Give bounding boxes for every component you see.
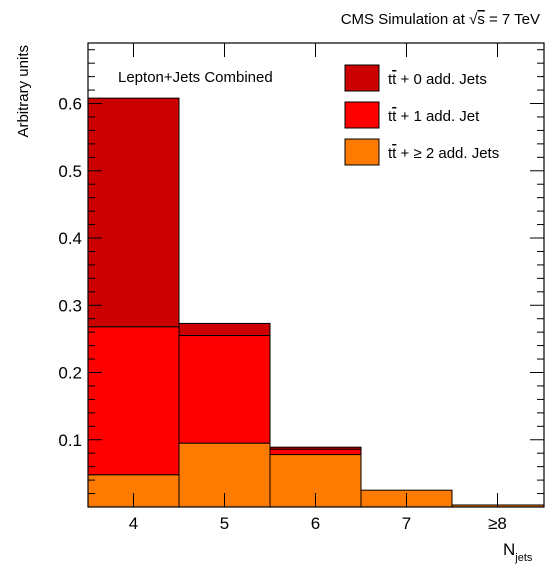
sqrt-argument: s: [477, 11, 485, 28]
y-tick-label: 0.5: [58, 162, 82, 181]
stacked-bars: [87, 97, 545, 508]
x-tick-label: ≥8: [488, 514, 507, 533]
legend-swatch: [344, 138, 380, 166]
legend-swatch: [344, 64, 380, 92]
bar-series2-bin1: [178, 322, 271, 337]
inset-label: Lepton+Jets Combined: [118, 69, 273, 86]
x-tick-label: 7: [402, 514, 411, 533]
y-tick-label: 0.1: [58, 431, 82, 450]
x-axis: 4 5 6 7 ≥8: [129, 43, 507, 533]
bar-series2-bin0: [87, 97, 180, 328]
bar-series2-bin2: [269, 446, 362, 450]
chart-header: CMS Simulation at √s = 7 TeV: [341, 11, 540, 28]
x-tick-label: 6: [311, 514, 320, 533]
legend-swatch: [344, 101, 380, 129]
y-axis-title: Arbitrary units: [15, 45, 32, 138]
y-tick-label: 0.6: [58, 95, 82, 114]
bar-series1-bin1: [178, 335, 271, 444]
legend-label: tt + ≥ 2 add. Jets: [388, 145, 499, 162]
y-tick-label: 0.4: [58, 229, 82, 248]
legend-label: tt + 1 add. Jet: [388, 108, 480, 125]
legend-label: tt + 0 add. Jets: [388, 71, 487, 88]
y-axis: 0.1 0.2 0.3 0.4 0.5 0.6: [58, 49, 544, 495]
x-tick-label: 4: [129, 514, 138, 533]
legend: tt + 0 add. Jets tt + 1 add. Jet tt + ≥ 2 …: [344, 64, 499, 166]
x-axis-title-subscript: jets: [514, 552, 533, 564]
plot-frame: [87, 42, 545, 508]
y-tick-label: 0.2: [58, 364, 82, 383]
y-tick-label: 0.3: [58, 296, 82, 315]
x-axis-title: Njets: [503, 540, 533, 564]
bar-series1-bin0: [87, 326, 180, 476]
x-tick-label: 5: [220, 514, 229, 533]
bar-series1-bin2: [269, 448, 362, 456]
